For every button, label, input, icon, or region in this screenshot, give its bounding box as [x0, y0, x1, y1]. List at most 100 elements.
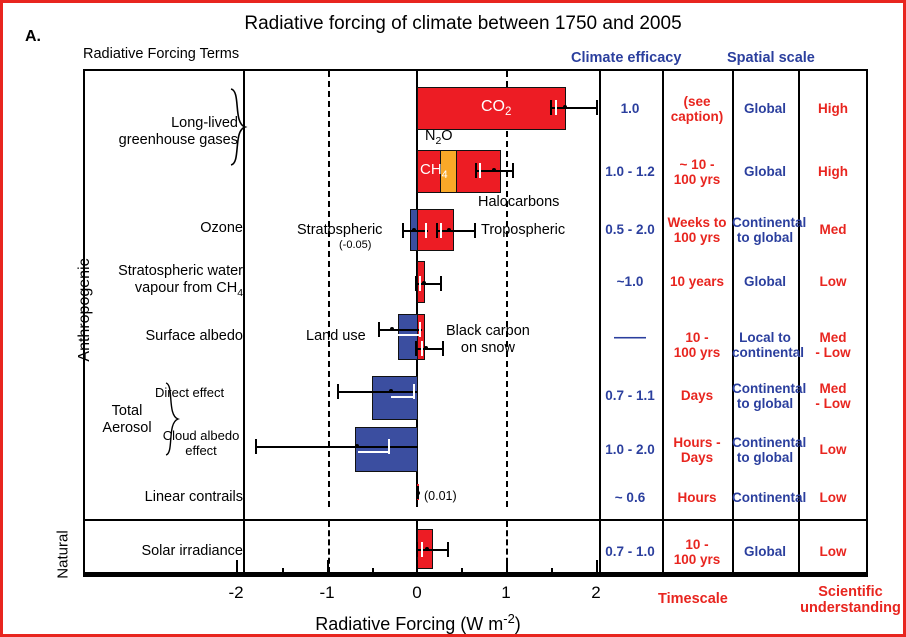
- cell-spatial-2: Continental to global: [732, 215, 807, 245]
- column-footer-timescale: Timescale: [658, 591, 728, 607]
- grid-divider-plot-right: [599, 71, 601, 572]
- errorbar-trop-ozone-center: [447, 228, 451, 232]
- errorbar-co2-center: [563, 105, 567, 109]
- errorbar-direct-effect: [337, 391, 417, 393]
- errorbar-strat-ozone-center: [412, 228, 416, 232]
- cell-understanding-6: Low: [819, 442, 847, 457]
- errorbar-co2-cap-right: [596, 100, 598, 115]
- errorbar-black-carbon-cap-white: [421, 341, 423, 356]
- errorbar-strat-water-cap-right: [440, 276, 442, 291]
- cell-timescale-3: 10 years: [669, 274, 725, 289]
- llghg-line1: Long-lived: [171, 115, 238, 131]
- cell-spatial-1: Global: [743, 164, 786, 179]
- errorbar-trop-ozone-cap-right: [474, 223, 476, 238]
- errorbar-trop-ozone: [436, 230, 476, 232]
- cell-spatial-3: Global: [743, 274, 786, 289]
- column-header-spatial-scale: Spatial scale: [727, 50, 815, 66]
- cell-efficacy-1: 1.0 - 1.2: [605, 164, 655, 179]
- annotation-land-use: Land use: [306, 328, 366, 344]
- cell-understanding-5: Med - Low: [815, 381, 851, 411]
- bar-black-carbon-on-snow: [417, 314, 425, 360]
- column-footer-scientific-understanding: Scientific understanding: [800, 584, 901, 616]
- cell-understanding-2: Med: [819, 222, 847, 237]
- cell-efficacy-8: 0.7 - 1.0: [605, 544, 655, 559]
- cell-timescale-8: 10 -100 yrs: [673, 537, 721, 567]
- data-grid: [83, 69, 868, 574]
- axis-label-2: 2: [591, 583, 601, 602]
- bar-cloud-albedo-effect: [355, 427, 418, 472]
- errorbar-strat-ozone-cap-white: [425, 223, 427, 238]
- gridline-plus-one-natural: [506, 521, 508, 573]
- errorbar-direct-effect-cap-left: [337, 384, 339, 399]
- errorbar-contrails-center: [416, 491, 420, 495]
- errorbar-land-use-cap-white: [419, 322, 421, 337]
- llghg-line2: greenhouse gases: [118, 132, 238, 148]
- co2-text: CO: [481, 98, 505, 115]
- n2o-end: O: [441, 128, 453, 144]
- cell-understanding-7: Low: [819, 490, 847, 505]
- column-header-rf-terms: Radiative Forcing Terms: [83, 46, 240, 62]
- row-label-cloud-albedo: Cloud albedo effect: [151, 428, 251, 458]
- cell-efficacy-7: ~ 0.6: [614, 490, 646, 505]
- grid-divider-labels: [243, 71, 245, 572]
- cell-spatial-6: Continental to global: [732, 435, 807, 465]
- annotation-contrail-value: (0.01): [424, 489, 457, 503]
- strat-water-line2: vapour from CH: [134, 280, 238, 296]
- errorbar-llghg-cap-left: [475, 163, 477, 178]
- axis-label--1: -1: [319, 583, 335, 602]
- errorbar-cloud-albedo-center: [355, 444, 359, 448]
- ch4-subscript: 4: [441, 169, 448, 181]
- errorbar-trop-ozone-cap-left: [436, 223, 438, 238]
- cell-timescale-0: (see caption): [670, 94, 724, 124]
- brace-total-aerosol: [165, 382, 180, 456]
- cell-timescale-5: Days: [680, 388, 714, 403]
- axis-tick-1: [506, 560, 508, 576]
- bar-label-co2: CO2: [481, 98, 511, 118]
- errorbar-strat-water-cap-white: [419, 276, 421, 291]
- grid-divider-timescale: [732, 71, 734, 572]
- cell-spatial-7: Continental: [732, 490, 807, 505]
- row-label-ozone: Ozone: [200, 220, 243, 236]
- errorbar-solar: [416, 549, 449, 551]
- row-label-surface-albedo: Surface albedo: [145, 328, 243, 344]
- co2-subscript: 2: [505, 106, 512, 119]
- bar-label-halocarbons: Halocarbons: [478, 194, 560, 210]
- axis-tick--1: [327, 560, 329, 576]
- errorbar-co2: [550, 107, 598, 109]
- errorbar-land-use-cap-left: [378, 322, 380, 337]
- cell-timescale-7: Hours: [677, 490, 717, 505]
- errorbar-black-carbon-cap-right: [442, 341, 444, 356]
- cell-understanding-0: High: [818, 101, 848, 116]
- cell-timescale-4: 10 -100 yrs: [673, 330, 721, 360]
- gridline-minus-one: [328, 71, 330, 507]
- errorbar-llghg-cap-right: [512, 163, 514, 178]
- brace-long-lived-ghg: [230, 88, 248, 166]
- errorbar-llghg-cap-white: [479, 163, 481, 178]
- total-aerosol-line2: Aerosol: [102, 420, 152, 436]
- x-axis-title: Radiative Forcing (W m-2): [233, 611, 603, 635]
- gridline-plus-one: [506, 71, 508, 507]
- row-label-total-aerosol: Total Aerosol: [89, 403, 165, 437]
- cell-efficacy-6: 1.0 - 2.0: [605, 442, 655, 457]
- row-label-solar-irradiance: Solar irradiance: [141, 543, 243, 559]
- row-label-strat-water: Stratospheric water vapour from CH4: [93, 263, 243, 302]
- errorbar-solar-cap-left: [416, 542, 418, 557]
- axis-tick-minor--1_5: [282, 568, 284, 576]
- side-label-natural: Natural: [54, 530, 72, 579]
- cloud-albedo-line2: effect: [185, 443, 217, 458]
- row-label-direct-effect: Direct effect: [155, 385, 225, 400]
- strat-water-line1: Stratospheric water: [118, 263, 243, 279]
- cell-spatial-0: Global: [743, 101, 786, 116]
- chart-title: Radiative forcing of climate between 175…: [244, 13, 682, 34]
- bar-label-ch4: CH4: [420, 161, 448, 181]
- errorbar-black-carbon: [415, 348, 444, 350]
- total-aerosol-line1: Total: [111, 403, 143, 419]
- axis-tick-minor--0_5: [372, 568, 374, 576]
- gridline-minus-one-natural: [328, 521, 330, 573]
- cell-efficacy-5: 0.7 - 1.1: [605, 388, 655, 403]
- cell-understanding-3: Low: [819, 274, 847, 289]
- x-axis-line: [83, 574, 868, 577]
- cell-understanding-1: High: [818, 164, 848, 179]
- errorbar-co2-cap-white: [555, 100, 557, 115]
